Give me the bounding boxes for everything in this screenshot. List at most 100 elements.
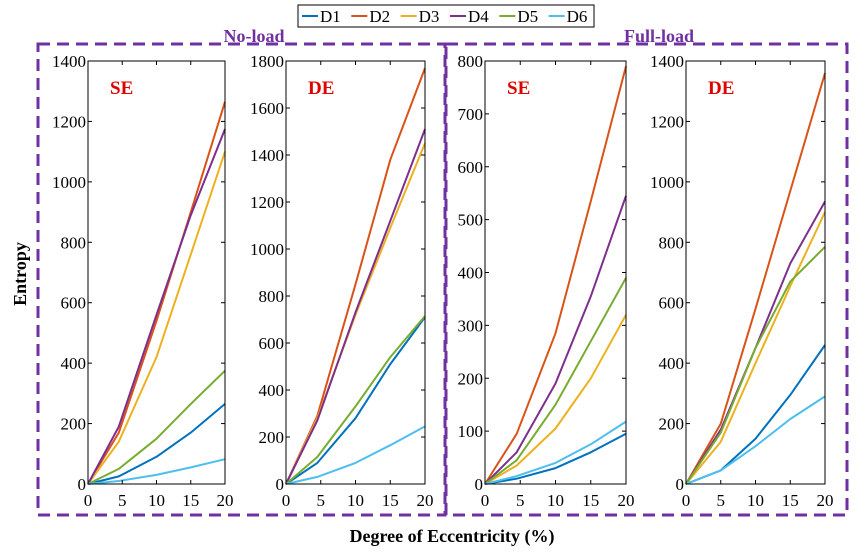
series-d4-line (285, 128, 426, 485)
y-tick-label: 800 (61, 233, 87, 252)
y-tick-label: 600 (61, 294, 87, 313)
x-tick-label: 5 (717, 491, 726, 510)
series-d6-line (685, 395, 826, 485)
y-tick-label: 400 (458, 264, 484, 283)
y-tick-label: 200 (458, 369, 484, 388)
x-tick-label: 20 (817, 491, 834, 510)
x-tick-label: 0 (682, 491, 691, 510)
y-tick-label: 1200 (52, 112, 86, 131)
y-tick-label: 200 (61, 415, 87, 434)
y-tick-label: 200 (659, 415, 685, 434)
series-d3-line (87, 151, 226, 485)
x-tick-label: 5 (118, 491, 127, 510)
y-tick-label: 700 (458, 105, 484, 124)
panel-3: 0 100 200 300 400 500 600 700 800 0 5 10 15 20 SE (458, 52, 635, 510)
y-tick-label: 400 (659, 354, 685, 373)
y-tick-label: 1400 (650, 52, 684, 71)
y-tick-label: 1800 (250, 52, 284, 71)
y-tick-label: 0 (78, 475, 87, 494)
series-d2-line (87, 101, 226, 485)
y-tick-label: 1600 (250, 99, 284, 118)
y-tick-label: 1000 (650, 173, 684, 192)
plot-frame (685, 60, 826, 485)
x-tick-label: 10 (747, 491, 764, 510)
series-d4-line (685, 201, 826, 485)
y-tick-label: 1400 (250, 146, 284, 165)
full-load-group-box (444, 42, 849, 517)
legend-label-d2: D2 (369, 7, 390, 26)
x-tick-label: 15 (782, 491, 799, 510)
y-tick-label: 100 (458, 422, 484, 441)
series-d2-line (285, 67, 426, 485)
x-tick-label: 5 (516, 491, 525, 510)
panel-title: SE (110, 78, 133, 99)
series-d5-line (685, 246, 826, 485)
panel-title: DE (708, 78, 734, 99)
series-d5-line (484, 277, 627, 485)
series-d1-line (484, 432, 627, 485)
x-tick-label: 10 (547, 491, 564, 510)
y-tick-label: 600 (259, 334, 285, 353)
y-tick-label: 800 (458, 52, 484, 71)
legend-label-d1: D1 (320, 7, 341, 26)
series-d1-line (285, 316, 426, 485)
x-tick-label: 0 (84, 491, 93, 510)
y-tick-label: 800 (659, 233, 685, 252)
no-load-group-label: No-load (223, 26, 284, 46)
y-tick-label: 0 (475, 475, 484, 494)
y-tick-label: 400 (61, 354, 87, 373)
no-load-group-box (36, 42, 447, 517)
x-tick-label: 0 (481, 491, 490, 510)
series-d2-line (685, 72, 826, 485)
x-tick-label: 20 (217, 491, 234, 510)
y-tick-label: 500 (458, 211, 484, 230)
panel-1: 0 200 400 600 800 1000 1200 1400 0 5 10 15 20 SE (52, 52, 234, 510)
legend-label-d6: D6 (567, 7, 588, 26)
legend-label-d4: D4 (468, 7, 489, 26)
y-tick-label: 800 (259, 287, 285, 306)
y-tick-label: 400 (259, 381, 285, 400)
series-d1-line (685, 344, 826, 485)
series-d4-line (484, 195, 627, 485)
y-tick-label: 200 (259, 428, 285, 447)
series-d6-line (484, 420, 627, 485)
y-tick-label: 1000 (250, 240, 284, 259)
y-tick-label: 600 (458, 158, 484, 177)
panel-title: SE (507, 78, 530, 99)
series-d1-line (87, 403, 226, 485)
panel-4: 0 200 400 600 800 1000 1200 1400 0 5 10 15 20 DE (650, 52, 834, 510)
series-d6-line (285, 425, 426, 485)
series-d5-line (87, 369, 226, 485)
panel-title: DE (308, 78, 334, 99)
series-d2-line (484, 66, 627, 485)
legend-box (297, 4, 595, 28)
y-tick-label: 1400 (52, 52, 86, 71)
x-tick-label: 20 (417, 491, 434, 510)
y-tick-label: 0 (676, 475, 685, 494)
y-tick-label: 1200 (250, 193, 284, 212)
y-tick-label: 1000 (52, 173, 86, 192)
x-tick-label: 20 (618, 491, 635, 510)
x-axis-label: Degree of Eccentricity (%) (349, 526, 554, 547)
y-tick-label: 0 (276, 475, 285, 494)
x-tick-label: 5 (317, 491, 326, 510)
x-tick-label: 15 (382, 491, 399, 510)
full-load-group-label: Full-load (624, 26, 694, 46)
x-tick-label: 10 (347, 491, 364, 510)
series-d4-line (87, 128, 226, 485)
series-d6-line (87, 458, 226, 485)
x-tick-label: 10 (148, 491, 165, 510)
series-d3-line (685, 211, 826, 485)
legend-label-d5: D5 (517, 7, 538, 26)
y-tick-label: 300 (458, 316, 484, 335)
y-tick-label: 600 (659, 294, 685, 313)
x-tick-label: 15 (182, 491, 199, 510)
series-d5-line (285, 315, 426, 485)
x-tick-label: 0 (282, 491, 291, 510)
plot-frame (484, 60, 627, 485)
y-axis-label: Entropy (10, 242, 30, 306)
y-tick-label: 1200 (650, 112, 684, 131)
x-tick-label: 15 (582, 491, 599, 510)
